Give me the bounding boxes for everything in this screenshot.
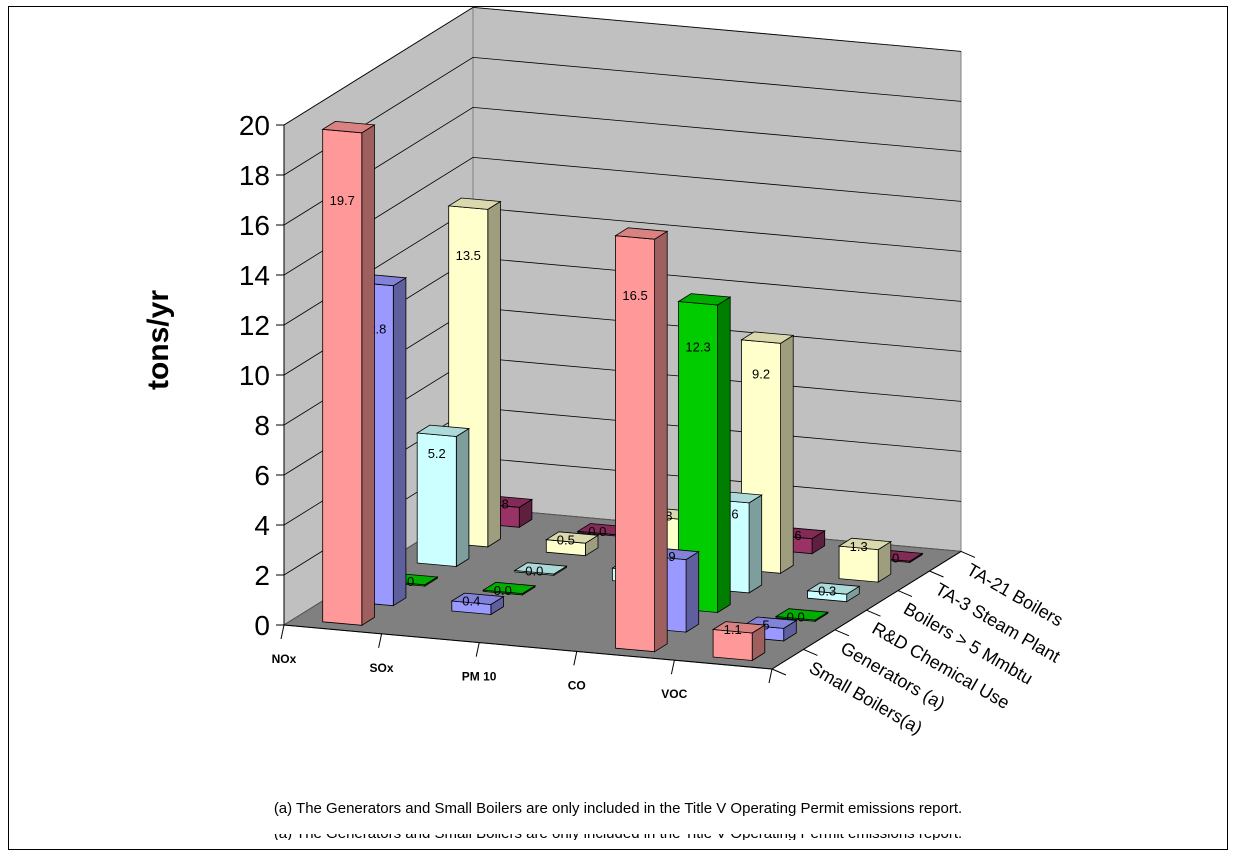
data-label: 1.1 <box>724 622 742 637</box>
depth-tick <box>897 590 913 598</box>
data-label: 13.5 <box>456 248 481 263</box>
bar-side <box>654 230 668 653</box>
y-tick-label: 20 <box>239 110 270 141</box>
y-tick-label: 0 <box>254 610 270 641</box>
bar-top <box>837 537 893 551</box>
bar-top <box>545 531 600 544</box>
bar-top <box>677 293 732 306</box>
depth-tick <box>834 629 850 637</box>
y-tick-label: 10 <box>239 360 270 391</box>
x-tick-label: PM 10 <box>462 670 497 684</box>
bar-top <box>711 621 767 634</box>
data-label: 0.3 <box>818 583 836 598</box>
y-tick-label: 18 <box>239 160 270 191</box>
chart-footnote-overflow-text: (a) The Generators and Small Boilers are… <box>0 834 1236 840</box>
y-tick-label: 12 <box>239 310 270 341</box>
x-tick-label: VOC <box>661 687 687 701</box>
depth-tick <box>960 550 976 558</box>
y-tick-label: 8 <box>254 410 270 441</box>
data-label: 1.3 <box>850 539 868 554</box>
bar-top <box>482 581 537 595</box>
data-label: 19.7 <box>330 193 355 208</box>
depth-tick <box>803 648 818 656</box>
data-label: 9.2 <box>752 367 770 382</box>
y-tick-label: 14 <box>239 260 270 291</box>
bar-side <box>717 296 731 614</box>
data-label: 0.4 <box>462 594 480 609</box>
data-label: 12.3 <box>685 339 710 354</box>
y-axis-title: tons/yr <box>142 290 175 390</box>
depth-tick <box>771 668 787 676</box>
y-tick-label: 4 <box>254 510 270 541</box>
bar-top <box>450 592 505 605</box>
data-label: 0.0 <box>494 583 512 598</box>
y-tick-label: 2 <box>254 560 270 591</box>
x-tick-label: NOx <box>272 652 297 666</box>
bar-side <box>487 200 501 548</box>
bar-side <box>780 334 794 575</box>
bar-top <box>774 608 830 621</box>
depth-tick <box>866 609 881 617</box>
y-tick-label: 6 <box>254 460 270 491</box>
bar-side <box>455 427 470 568</box>
data-label: 5.2 <box>428 446 446 461</box>
bar-top <box>513 562 568 575</box>
data-label: 0.0 <box>525 563 543 578</box>
gridline <box>283 6 962 126</box>
x-axis-line <box>283 624 773 670</box>
bar-top <box>740 331 795 344</box>
x-tick-label: SOx <box>370 661 394 675</box>
bar-side <box>748 494 763 594</box>
data-label: 0.5 <box>557 532 575 547</box>
bar-top <box>614 227 669 240</box>
depth-tick <box>929 570 944 578</box>
x-tick-label: CO <box>568 678 586 692</box>
bar-top <box>321 120 376 134</box>
y-tick-label: 16 <box>239 210 270 241</box>
chart-footnote-overflow: (a) The Generators and Small Boilers are… <box>0 834 1236 840</box>
bar-top <box>415 424 471 437</box>
bar-side <box>361 124 375 627</box>
x-tick <box>573 651 578 666</box>
bar-top <box>447 197 502 210</box>
chart-footnote: (a) The Generators and Small Boilers are… <box>273 800 963 817</box>
x-tick <box>670 660 675 675</box>
bar-top <box>806 582 861 595</box>
bar-side <box>685 550 700 633</box>
x-tick <box>768 668 773 684</box>
x-tick <box>475 642 480 657</box>
data-label: 16.5 <box>622 288 647 303</box>
bar-side <box>392 277 407 607</box>
x-tick <box>280 624 285 640</box>
x-tick <box>378 633 383 648</box>
